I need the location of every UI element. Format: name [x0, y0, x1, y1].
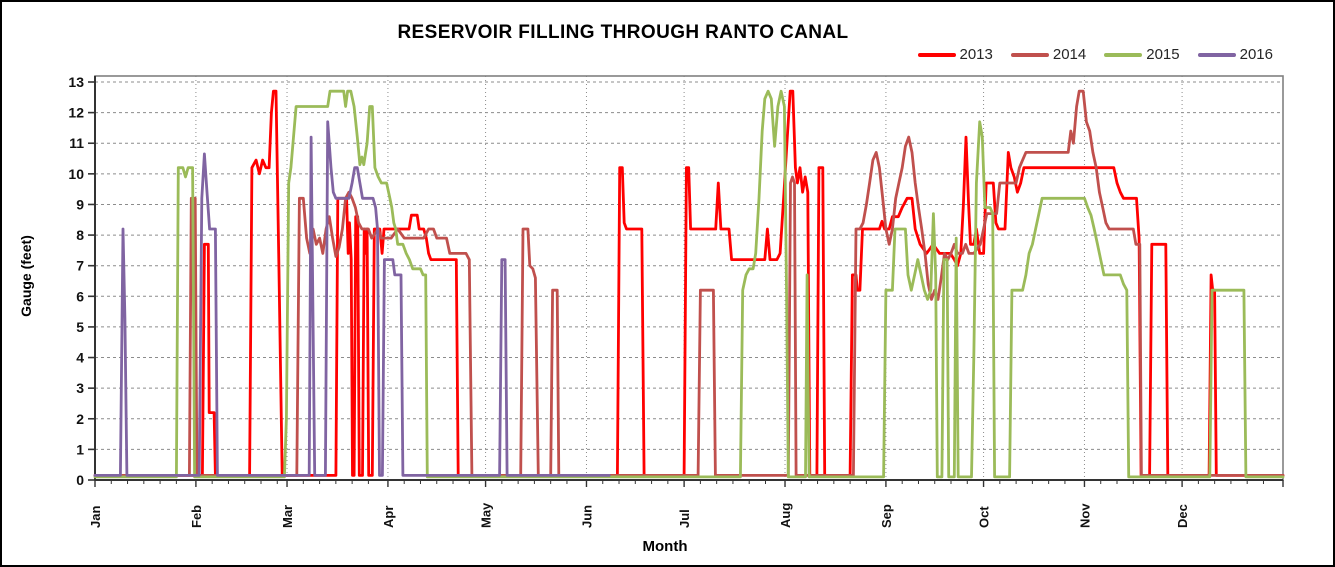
plot-border [94, 75, 1284, 481]
month-label: Feb [189, 505, 204, 528]
y-tick-label: 0 [76, 472, 84, 488]
month-label: May [479, 502, 494, 528]
y-tick-label: 3 [76, 380, 84, 396]
y-tick-label: 10 [68, 166, 84, 182]
y-tick-label: 9 [76, 196, 84, 212]
legend-item-2013: 2013 [917, 46, 993, 63]
month-label: Jan [88, 506, 103, 528]
y-tick-label: 12 [68, 105, 84, 121]
y-tick-label: 6 [76, 288, 84, 304]
month-label: Nov [1077, 503, 1092, 528]
legend-item-2014: 2014 [1010, 46, 1087, 63]
vertical-gridlines [195, 76, 1183, 480]
x-axis-ticks [94, 480, 1284, 487]
month-label: Jul [677, 509, 692, 528]
month-label: Jun [579, 505, 594, 528]
y-tick-label: 13 [68, 74, 84, 90]
month-label: Oct [977, 506, 992, 528]
legend-line-swatch-2013 [917, 52, 956, 57]
y-tick-label: 1 [76, 441, 84, 457]
x-axis-labels: Jan Feb Mar Apr May Jun Jul Aug Sep Oct Nov Dec [88, 502, 1190, 528]
y-tick-label: 5 [76, 319, 84, 335]
series-line-2016 [93, 120, 611, 477]
series-line-2013 [93, 89, 1285, 477]
y-tick-label: 4 [76, 350, 84, 366]
month-label: Sep [879, 504, 894, 528]
y-tick-label: 2 [76, 411, 84, 427]
legend-line-swatch-2015 [1104, 52, 1143, 57]
series-line-2015 [93, 89, 1285, 479]
chart-title: RESERVOIR FILLING THROUGH RANTO CANAL [397, 22, 849, 43]
legend-label-2013: 2013 [959, 46, 993, 63]
legend-label-2014: 2014 [1052, 46, 1087, 63]
month-label: Aug [778, 503, 793, 528]
horizontal-gridlines [95, 81, 1283, 450]
month-label: Apr [381, 506, 396, 528]
legend-item-2015: 2015 [1104, 46, 1180, 63]
y-tick-label: 7 [76, 258, 84, 274]
legend-label-2015: 2015 [1146, 46, 1180, 63]
y-tick-label: 8 [76, 227, 84, 243]
legend-line-swatch-2016 [1197, 52, 1236, 57]
y-tick-label: 11 [69, 135, 84, 151]
legend-label-2016: 2016 [1239, 46, 1273, 63]
legend-item-2016: 2016 [1197, 46, 1273, 63]
series-line-2014 [93, 89, 1285, 477]
month-label: Dec [1175, 504, 1190, 528]
legend: 2013 2014 2015 2016 [917, 46, 1273, 63]
month-label: Mar [280, 505, 295, 528]
legend-line-swatch-2014 [1010, 52, 1049, 57]
x-axis-title: Month [642, 538, 688, 555]
y-axis-title: Gauge (feet) [18, 235, 34, 317]
